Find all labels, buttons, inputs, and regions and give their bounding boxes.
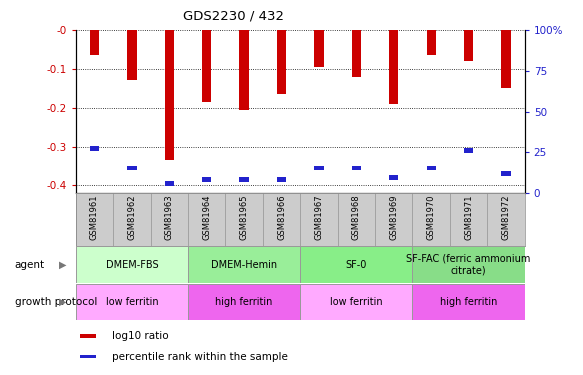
Bar — [240, 177, 249, 182]
Bar — [375, 193, 412, 246]
Text: low ferritin: low ferritin — [106, 297, 158, 307]
Text: ▶: ▶ — [59, 260, 66, 270]
Bar — [90, 30, 99, 55]
Bar — [413, 284, 525, 320]
Text: GSM81971: GSM81971 — [464, 195, 473, 240]
Bar — [188, 284, 300, 320]
Bar — [164, 181, 174, 186]
Text: DMEM-Hemin: DMEM-Hemin — [211, 260, 277, 270]
Bar — [300, 246, 412, 283]
Bar — [314, 30, 324, 67]
Bar — [277, 177, 286, 182]
Text: GSM81961: GSM81961 — [90, 195, 99, 240]
Bar — [164, 30, 174, 160]
Bar — [413, 246, 525, 283]
Text: GSM81972: GSM81972 — [501, 195, 511, 240]
Text: high ferritin: high ferritin — [440, 297, 497, 307]
Bar — [464, 148, 473, 153]
Bar — [412, 193, 450, 246]
Bar — [300, 284, 412, 320]
Bar — [240, 30, 249, 109]
Bar — [501, 30, 511, 88]
Text: GSM81970: GSM81970 — [427, 195, 436, 240]
Bar — [80, 355, 96, 358]
Bar — [127, 165, 136, 170]
Bar — [450, 193, 487, 246]
Bar — [427, 30, 436, 55]
Bar — [277, 30, 286, 94]
Bar — [202, 30, 212, 102]
Bar — [113, 193, 150, 246]
Text: SF-FAC (ferric ammonium
citrate): SF-FAC (ferric ammonium citrate) — [406, 254, 531, 276]
Text: GDS2230 / 432: GDS2230 / 432 — [182, 9, 284, 22]
Bar — [464, 30, 473, 61]
Bar — [76, 284, 188, 320]
Bar — [263, 193, 300, 246]
Text: log10 ratio: log10 ratio — [112, 331, 168, 341]
Text: low ferritin: low ferritin — [330, 297, 382, 307]
Text: GSM81963: GSM81963 — [165, 195, 174, 240]
Bar — [427, 165, 436, 170]
Text: GSM81962: GSM81962 — [128, 195, 136, 240]
Text: GSM81965: GSM81965 — [240, 195, 248, 240]
Bar — [188, 193, 226, 246]
Bar — [487, 193, 525, 246]
Bar — [501, 171, 511, 176]
Text: agent: agent — [15, 260, 45, 270]
Bar — [338, 193, 375, 246]
Text: growth protocol: growth protocol — [15, 297, 97, 307]
Text: GSM81968: GSM81968 — [352, 195, 361, 240]
Bar — [90, 146, 99, 151]
Bar — [76, 246, 188, 283]
Text: DMEM-FBS: DMEM-FBS — [106, 260, 158, 270]
Bar — [202, 177, 212, 182]
Bar — [80, 334, 96, 338]
Bar — [352, 165, 361, 170]
Bar — [188, 246, 300, 283]
Text: high ferritin: high ferritin — [216, 297, 273, 307]
Bar — [127, 30, 136, 81]
Text: GSM81969: GSM81969 — [389, 195, 398, 240]
Text: SF-0: SF-0 — [346, 260, 367, 270]
Bar — [226, 193, 263, 246]
Bar — [389, 175, 398, 180]
Text: GSM81967: GSM81967 — [314, 195, 324, 240]
Bar — [150, 193, 188, 246]
Bar — [314, 165, 324, 170]
Bar — [352, 30, 361, 76]
Text: percentile rank within the sample: percentile rank within the sample — [112, 352, 287, 362]
Text: ▶: ▶ — [59, 297, 66, 307]
Bar — [300, 193, 338, 246]
Text: GSM81964: GSM81964 — [202, 195, 211, 240]
Bar — [76, 193, 113, 246]
Text: GSM81966: GSM81966 — [277, 195, 286, 240]
Bar — [389, 30, 398, 104]
